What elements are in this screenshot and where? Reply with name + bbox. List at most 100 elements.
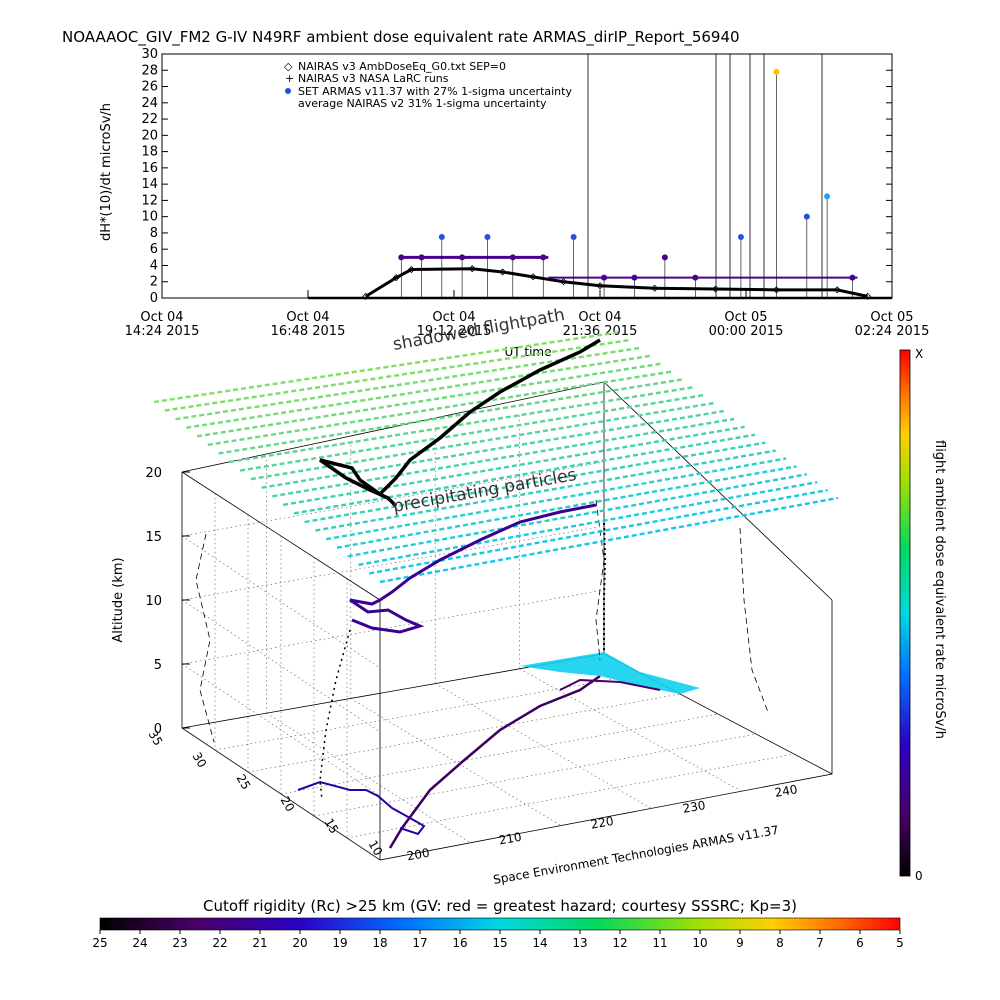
dose-colorbar-min: 0 — [915, 869, 923, 883]
plane-line — [304, 441, 766, 524]
nairas-v3-point — [392, 274, 400, 282]
plane-line — [229, 386, 693, 464]
rigidity-tick-label: 22 — [212, 936, 227, 950]
plane-line — [369, 488, 828, 575]
grid-line — [181, 535, 381, 669]
x-tick-label-date: Oct 04 — [432, 310, 475, 325]
nairas-v3-point — [362, 292, 370, 300]
x-tick-label-time: 21:36 2015 — [563, 324, 638, 339]
armas-point — [692, 274, 699, 281]
dose-colorbar-label: flight ambient dose equivalent rate micr… — [932, 440, 947, 739]
top-chart-legend: ◇ NAIRAS v3 AmbDoseEq_G0.txt SEP=0 + NAI… — [284, 60, 572, 110]
nairas-v3-point — [596, 282, 604, 290]
top-chart-ylabel: dH*(10)/dt microSv/h — [99, 103, 114, 241]
nairas-v3-point — [499, 268, 507, 276]
y-tick-label: 18 — [141, 145, 158, 160]
plane-line — [207, 370, 673, 447]
grid-line — [350, 698, 561, 826]
plane-line — [293, 433, 756, 515]
altitude-ticks: 0 5 10 15 20 — [145, 466, 190, 737]
nairas-v3-curve — [365, 267, 868, 298]
rigidity-tick-label: 19 — [332, 936, 347, 950]
plane-line — [315, 449, 776, 532]
flight-path-3d — [319, 338, 601, 508]
latitude-tick-label: 20 — [278, 794, 298, 814]
x-tick-label-date: Oct 05 — [870, 310, 913, 325]
nairas-v3-point — [407, 265, 415, 274]
x-tick-label-time: 19:12 2015 — [417, 324, 492, 339]
plane-line — [186, 354, 652, 429]
rigidity-tick-label: 24 — [132, 936, 147, 950]
rigidity-colorbar-title: Cutoff rigidity (Rc) >25 km (GV: red = g… — [203, 897, 797, 915]
longitude-tick-label: 220 — [590, 814, 615, 832]
y-tick-label: 12 — [141, 193, 158, 208]
longitude-ticks: 200 210 220 230 240 — [406, 782, 799, 863]
nairas-v3-point — [712, 285, 720, 293]
rigidity-tick-label: 7 — [816, 936, 824, 950]
series-armas — [398, 68, 858, 298]
nairas-v3-point — [864, 292, 872, 300]
plane-line — [250, 401, 714, 481]
legend-entry-1: NAIRAS v3 AmbDoseEq_G0.txt SEP=0 — [298, 60, 506, 73]
altitude-tick-label: 5 — [154, 658, 162, 673]
plane-line — [282, 425, 745, 507]
latitude-tick-label: 35 — [146, 728, 166, 748]
altitude-axis-label: Altitude (km) — [111, 557, 126, 642]
legend-symbol-diamond: ◇ — [284, 60, 293, 73]
spike-lines — [587, 54, 823, 298]
armas-point — [484, 234, 491, 240]
nairas-v3-point — [651, 284, 659, 292]
rigidity-tick-label: 9 — [736, 936, 744, 950]
x-tick-label-date: Oct 04 — [140, 310, 183, 325]
legend-symbol-dot — [285, 88, 291, 94]
longitude-tick-label: 230 — [682, 798, 707, 816]
rigidity-tick-label: 8 — [776, 936, 784, 950]
armas-point — [773, 68, 780, 75]
legend-symbol-plus: + — [285, 72, 294, 85]
grid-line — [313, 733, 757, 817]
armas-point — [737, 234, 744, 240]
altitude-tick-label: 0 — [154, 722, 162, 737]
plane-line — [164, 338, 631, 412]
latitude-tick-label: 25 — [234, 772, 254, 792]
flight-3d-view: shadowed flightpath precipitating partic… — [111, 305, 839, 887]
rigidity-tick-label: 5 — [896, 936, 904, 950]
armas-point — [459, 254, 466, 261]
longitude-tick-label: 240 — [774, 782, 799, 800]
nairas-v3-point — [559, 278, 568, 286]
ground-cyan-region — [520, 652, 700, 694]
top-chart-xlabel: UT time — [504, 345, 551, 359]
y-tick-label: 2 — [150, 275, 158, 290]
nairas-v3-point — [529, 273, 537, 281]
dose-colorbar-gradient — [899, 349, 911, 877]
rigidity-colorbar-ticks: 25 24 23 22 21 20 19 18 17 16 15 14 13 12 11 10 9 8 7 6 5 — [92, 930, 904, 950]
rigidity-tick-label: 14 — [532, 936, 547, 950]
rigidity-tick-label: 13 — [572, 936, 587, 950]
plane-line — [153, 330, 621, 404]
y-tick-label: 16 — [141, 161, 158, 176]
plane-line — [218, 378, 683, 455]
ground-shadow-arc — [559, 678, 661, 691]
projection-lines — [195, 499, 769, 743]
grid-line — [435, 683, 652, 809]
altitude-tick-label: 15 — [145, 530, 162, 545]
plane-line — [261, 409, 725, 489]
grid-line — [346, 753, 795, 839]
latitude-tick-label: 10 — [366, 838, 386, 858]
rigidity-colorbar: Cutoff rigidity (Rc) >25 km (GV: red = g… — [92, 897, 903, 950]
altitude-tick-label: 10 — [145, 594, 162, 609]
latitude-tick-label: 30 — [190, 750, 210, 770]
flight-path-ascent — [603, 519, 607, 650]
plane-line — [336, 465, 797, 549]
rigidity-tick-label: 16 — [452, 936, 467, 950]
y-tick-label: 28 — [141, 63, 158, 78]
armas-point — [824, 193, 831, 200]
x-tick-label-date: Oct 04 — [286, 310, 329, 325]
y-tick-label: 20 — [141, 128, 158, 143]
plane-line — [239, 394, 704, 472]
plane-line — [379, 496, 839, 584]
armas-point — [438, 234, 445, 240]
armas-point — [418, 254, 425, 261]
y-tick-label: 4 — [150, 258, 158, 273]
